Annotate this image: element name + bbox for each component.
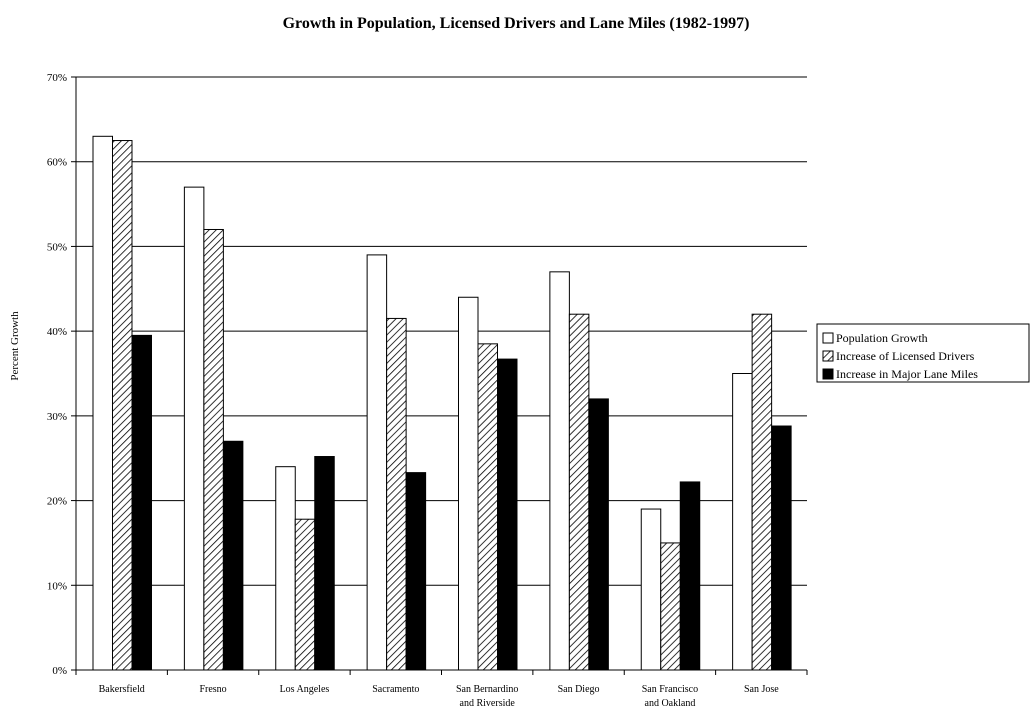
x-tick-label: Bakersfield — [99, 684, 145, 695]
bar-population-growth — [732, 373, 753, 671]
axes: 0% 10% 20% 30% 40% 50% 60% 70% Bakersfield Fresno… — [47, 72, 808, 709]
legend-label: Increase of Licensed Drivers — [836, 349, 975, 363]
bar-increase-in-major-lane-miles — [222, 440, 244, 671]
x-tick-label: San Diego — [558, 684, 600, 695]
bar-increase-of-licensed-drivers — [386, 317, 407, 671]
y-tick-label: 20% — [47, 496, 67, 508]
bars — [92, 135, 792, 671]
legend-swatch — [822, 332, 834, 344]
x-tick-label: and Riverside — [460, 698, 516, 709]
y-tick-label: 70% — [47, 72, 67, 84]
legend-label: Population Growth — [836, 331, 928, 345]
bar-population-growth — [183, 186, 205, 671]
bar-increase-in-major-lane-miles — [771, 425, 792, 671]
bar-population-growth — [458, 296, 479, 671]
bar-population-growth — [92, 135, 113, 671]
bar-increase-of-licensed-drivers — [294, 518, 316, 671]
bar-increase-in-major-lane-miles — [497, 358, 518, 671]
y-tick-label: 40% — [47, 326, 67, 338]
bar-population-growth — [275, 466, 296, 671]
legend: Population Growth Increase of Licensed Dr… — [816, 323, 1030, 383]
bar-increase-of-licensed-drivers — [660, 542, 681, 671]
legend-swatch — [822, 368, 834, 380]
bar-increase-in-major-lane-miles — [679, 481, 701, 671]
y-tick-label: 30% — [47, 411, 67, 423]
bar-increase-in-major-lane-miles — [588, 398, 609, 671]
y-tick-label: 10% — [47, 580, 67, 592]
x-tick-label: San Jose — [744, 684, 779, 695]
bar-increase-of-licensed-drivers — [477, 343, 498, 671]
x-tick-label: and Oakland — [645, 698, 696, 709]
chart-title: Growth in Population, Licensed Drivers a… — [283, 15, 750, 32]
bar-population-growth — [549, 271, 570, 671]
bar-population-growth — [640, 508, 662, 671]
bar-increase-of-licensed-drivers — [751, 313, 773, 671]
bar-increase-in-major-lane-miles — [131, 334, 152, 671]
x-tick-label: Sacramento — [372, 684, 419, 695]
x-tick-label: Fresno — [199, 684, 226, 695]
y-tick-label: 0% — [52, 665, 67, 677]
bar-increase-in-major-lane-miles — [405, 472, 427, 671]
y-tick-label: 50% — [47, 241, 67, 253]
legend-swatch — [822, 350, 834, 362]
y-tick-label: 60% — [47, 157, 67, 169]
y-axis-label: Percent Growth — [9, 311, 21, 381]
bar-increase-of-licensed-drivers — [203, 228, 224, 671]
bar-increase-of-licensed-drivers — [568, 313, 590, 671]
bar-increase-of-licensed-drivers — [112, 140, 133, 671]
x-tick-label: San Francisco — [642, 684, 698, 695]
bar-population-growth — [366, 254, 388, 671]
x-tick-label: Los Angeles — [280, 684, 330, 695]
x-tick-label: San Bernardino — [456, 684, 519, 695]
legend-box — [816, 323, 1030, 383]
bar-increase-in-major-lane-miles — [314, 456, 335, 671]
legend-label: Increase in Major Lane Miles — [836, 367, 978, 381]
